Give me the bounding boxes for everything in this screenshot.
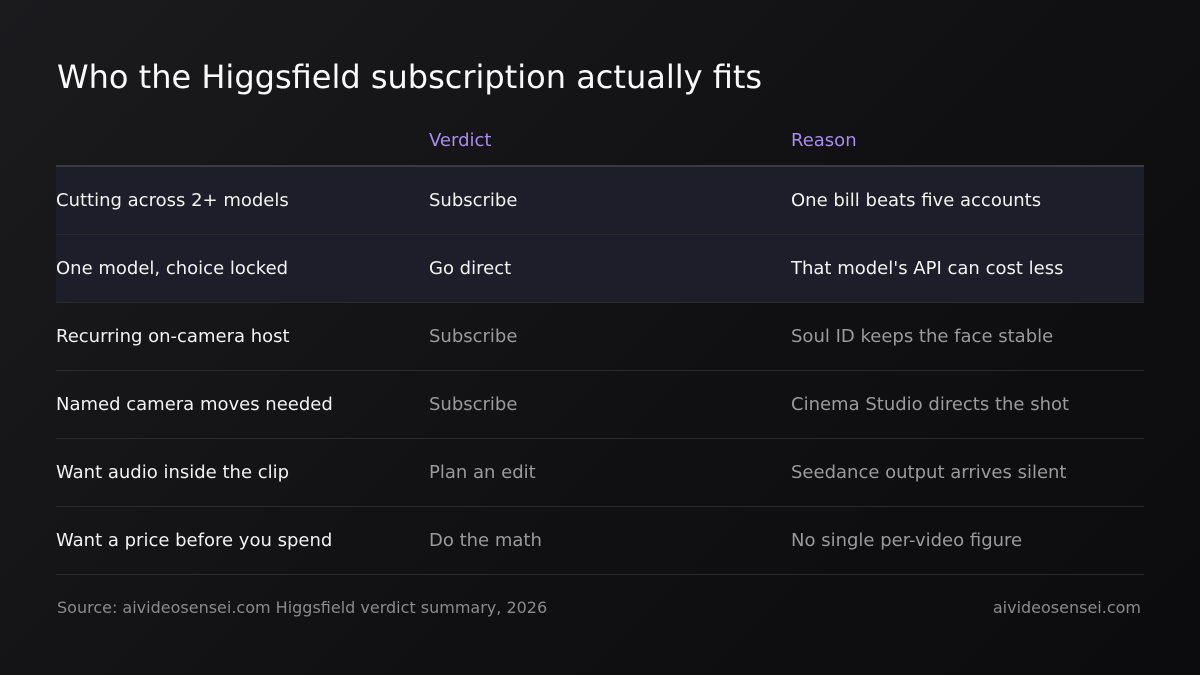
table-row: Cutting across 2+ models Subscribe One bil… xyxy=(56,167,1144,235)
cell: Want audio inside the clip xyxy=(56,462,290,483)
table-row: Recurring on-camera host Subscribe Soul ID… xyxy=(56,303,1144,371)
column-header: Verdict xyxy=(429,129,492,151)
cell: Want a price before you spend xyxy=(56,530,333,551)
cell: Go direct xyxy=(429,258,512,279)
source: Source: aivideosensei.com Higgsfield ver… xyxy=(57,598,548,617)
cell: Do the math xyxy=(429,530,542,551)
header-row: Verdict Reason xyxy=(56,115,1144,167)
cell: Cinema Studio directs the shot xyxy=(791,394,1070,415)
table: Verdict Reason Cutting across 2+ models Sub… xyxy=(56,115,1144,575)
cell: One model, choice locked xyxy=(56,258,289,279)
cell: One bill beats five accounts xyxy=(791,190,1042,211)
cell: Subscribe xyxy=(429,394,518,415)
cell: Subscribe xyxy=(429,190,518,211)
cell: Cutting across 2+ models xyxy=(56,190,289,211)
table-row: One model, choice locked Go direct That mo… xyxy=(56,235,1144,303)
cell: No single per-video figure xyxy=(791,530,1023,551)
cell: That model's API can cost less xyxy=(791,258,1064,279)
table-row: Want audio inside the clip Plan an edit Se… xyxy=(56,439,1144,507)
cell: Named camera moves needed xyxy=(56,394,333,415)
cell: Seedance output arrives silent xyxy=(791,462,1067,483)
cell: Subscribe xyxy=(429,326,518,347)
cell: Soul ID keeps the face stable xyxy=(791,326,1054,347)
table-row: Want a price before you spend Do the math… xyxy=(56,507,1144,575)
table-row: Named camera moves needed Subscribe Cinema… xyxy=(56,371,1144,439)
cell: Plan an edit xyxy=(429,462,536,483)
site: aivideosensei.com xyxy=(992,598,1141,617)
cell: Recurring on-camera host xyxy=(56,326,290,347)
title: Who the Higgsfield subscription actually… xyxy=(57,58,763,96)
column-header: Reason xyxy=(791,129,857,151)
